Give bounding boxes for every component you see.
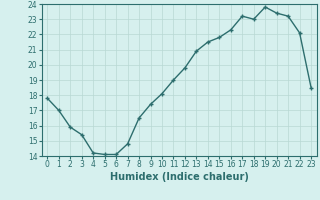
X-axis label: Humidex (Indice chaleur): Humidex (Indice chaleur) [110, 172, 249, 182]
